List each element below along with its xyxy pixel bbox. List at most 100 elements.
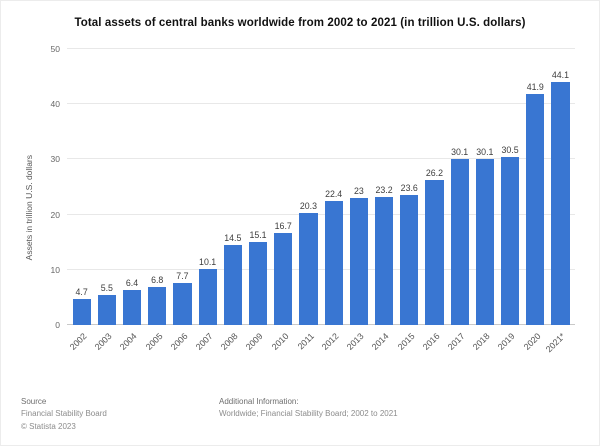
bar [324, 201, 343, 325]
plot-area: 4.7 5.5 6.4 6.8 7.7 10.1 14.5 15.1 16.7 20.3 22.4 2… [51, 44, 575, 330]
bar-column: 6.8 [145, 49, 170, 325]
x-tick: 2017 [445, 327, 472, 367]
x-tick-label: 2009 [244, 331, 266, 352]
x-tick-label: 2020 [521, 331, 543, 352]
x-tick-label: 2007 [193, 331, 215, 352]
bar [400, 194, 419, 325]
additional-info-label: Additional Information: [219, 396, 299, 406]
footer: Source Financial Stability Board © Stati… [21, 396, 579, 433]
x-tick-label: 2003 [92, 331, 114, 352]
x-tick-label: 2013 [344, 331, 366, 352]
bar [425, 180, 444, 325]
bar-column: 6.4 [119, 49, 144, 325]
bars-container: 4.7 5.5 6.4 6.8 7.7 10.1 14.5 15.1 16.7 20.3 22.4 2… [69, 49, 573, 325]
bar-value-label: 30.1 [476, 146, 494, 157]
bar [450, 158, 469, 325]
x-tick: 2012 [319, 327, 346, 367]
x-tick: 2004 [118, 327, 144, 367]
bar [374, 196, 394, 325]
copyright: © Statista 2023 [21, 421, 76, 431]
bar-column: 30.5 [497, 49, 522, 325]
bar [299, 212, 318, 325]
bar-column: 44.1 [548, 49, 573, 325]
gridline [67, 158, 575, 160]
y-tick-label: 40 [50, 99, 60, 110]
x-tick: 2002 [67, 327, 94, 367]
bar-column: 26.2 [422, 49, 447, 325]
bar-value-label: 6.8 [151, 275, 164, 286]
x-tick-label: 2004 [118, 331, 140, 352]
bar-value-label: 20.3 [299, 200, 317, 211]
bar [97, 294, 116, 325]
gridline [67, 48, 575, 49]
bar-column: 20.3 [296, 49, 321, 325]
bar-value-label: 16.7 [274, 220, 292, 231]
x-tick: 2021* [544, 327, 573, 367]
bar-value-label: 15.1 [249, 229, 267, 240]
bar-value-label: 14.5 [224, 232, 242, 243]
x-tick: 2013 [344, 327, 371, 367]
bar-column: 22.4 [321, 49, 346, 325]
x-tick-label: 2006 [168, 331, 190, 352]
additional-info-text: Worldwide; Financial Stability Board; 20… [219, 409, 398, 419]
footer-additional-info: Additional Information: Worldwide; Finan… [219, 396, 579, 433]
bar-value-label: 41.9 [526, 81, 544, 92]
bar-column: 23.2 [371, 49, 396, 325]
gridline [67, 268, 575, 270]
bar-value-label: 23.2 [375, 184, 393, 195]
bar-value-label: 6.4 [125, 277, 139, 288]
bar-column: 30.1 [472, 49, 497, 325]
chart-title: Total assets of central banks worldwide … [74, 17, 526, 29]
bar-column: 4.7 [69, 49, 94, 325]
y-tick-label: 50 [50, 44, 60, 54]
bar-value-label: 4.7 [75, 287, 88, 298]
x-tick: 2009 [244, 327, 270, 367]
bar [526, 93, 545, 325]
y-tick-label: 30 [50, 154, 60, 165]
bar-column: 23.6 [397, 49, 422, 325]
bar-column: 15.1 [245, 49, 270, 325]
bar [122, 289, 142, 325]
x-tick-label: 2012 [319, 331, 341, 352]
x-tick: 2015 [395, 327, 422, 367]
x-tick: 2019 [496, 327, 522, 367]
y-tick-label: 10 [50, 264, 60, 275]
x-tick-label: 2015 [395, 331, 417, 352]
bar-column: 10.1 [195, 49, 220, 325]
bar-column: 23 [346, 49, 371, 325]
footer-source: Source Financial Stability Board © Stati… [21, 396, 219, 433]
x-tick: 2003 [92, 327, 119, 367]
bar-value-label: 26.2 [425, 168, 443, 179]
x-tick-label: 2019 [496, 331, 518, 352]
bar [500, 156, 520, 325]
bar [274, 232, 293, 325]
x-tick-label: 2002 [67, 331, 89, 352]
bar-column: 5.5 [94, 49, 119, 325]
x-tick: 2005 [143, 327, 170, 367]
bar-value-label: 10.1 [199, 257, 217, 268]
bar [475, 158, 494, 325]
bar-value-label: 30.1 [451, 146, 469, 157]
bar [349, 198, 368, 325]
x-tick: 2008 [218, 327, 245, 367]
x-tick-label: 2008 [218, 331, 240, 352]
x-tick-label: 2011 [295, 331, 316, 352]
bar-column: 14.5 [220, 49, 245, 325]
bar-column: 41.9 [523, 49, 548, 325]
bar-value-label: 22.4 [325, 189, 343, 200]
bar-value-label: 7.7 [176, 270, 189, 281]
gridline [67, 324, 575, 325]
x-tick: 2011 [295, 327, 321, 367]
bar-column: 30.1 [447, 49, 472, 325]
x-axis-labels: 2002 2003 2004 2005 2006 2007 2008 2009 2010 2011… [67, 327, 573, 367]
gridline [67, 213, 575, 215]
y-tick-label: 0 [55, 320, 60, 330]
x-tick: 2014 [370, 327, 396, 367]
x-tick-label: 2014 [370, 331, 392, 352]
x-tick-label: 2017 [445, 331, 467, 352]
bar [173, 282, 192, 325]
x-tick: 2010 [269, 327, 296, 367]
y-tick-label: 20 [50, 209, 60, 220]
bar-value-label: 5.5 [100, 282, 113, 293]
